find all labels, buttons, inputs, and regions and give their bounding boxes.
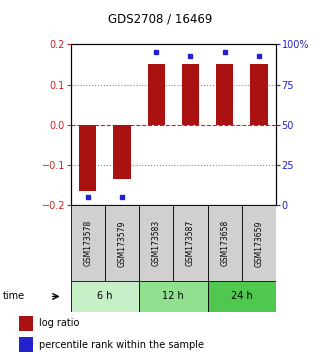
Bar xyxy=(139,281,208,312)
Bar xyxy=(113,125,131,179)
Text: GSM173579: GSM173579 xyxy=(117,220,126,267)
Bar xyxy=(71,205,105,281)
Bar xyxy=(208,205,242,281)
Bar xyxy=(139,205,173,281)
Bar xyxy=(208,281,276,312)
Bar xyxy=(216,64,233,125)
Text: 6 h: 6 h xyxy=(97,291,113,302)
Bar xyxy=(182,64,199,125)
Text: GSM173583: GSM173583 xyxy=(152,220,161,267)
Bar xyxy=(242,205,276,281)
Text: GDS2708 / 16469: GDS2708 / 16469 xyxy=(108,12,213,25)
Text: percentile rank within the sample: percentile rank within the sample xyxy=(39,339,204,350)
Bar xyxy=(250,64,267,125)
Text: GSM173578: GSM173578 xyxy=(83,220,92,267)
Text: time: time xyxy=(3,291,25,302)
Bar xyxy=(19,337,33,352)
Text: 24 h: 24 h xyxy=(231,291,253,302)
Bar xyxy=(71,281,139,312)
Text: GSM173587: GSM173587 xyxy=(186,220,195,267)
Text: log ratio: log ratio xyxy=(39,318,80,329)
Text: GSM173659: GSM173659 xyxy=(255,220,264,267)
Bar xyxy=(148,64,165,125)
Text: 12 h: 12 h xyxy=(162,291,184,302)
Bar xyxy=(105,205,139,281)
Text: GSM173658: GSM173658 xyxy=(220,220,229,267)
Bar xyxy=(173,205,208,281)
Bar xyxy=(19,316,33,331)
Bar xyxy=(79,125,96,191)
